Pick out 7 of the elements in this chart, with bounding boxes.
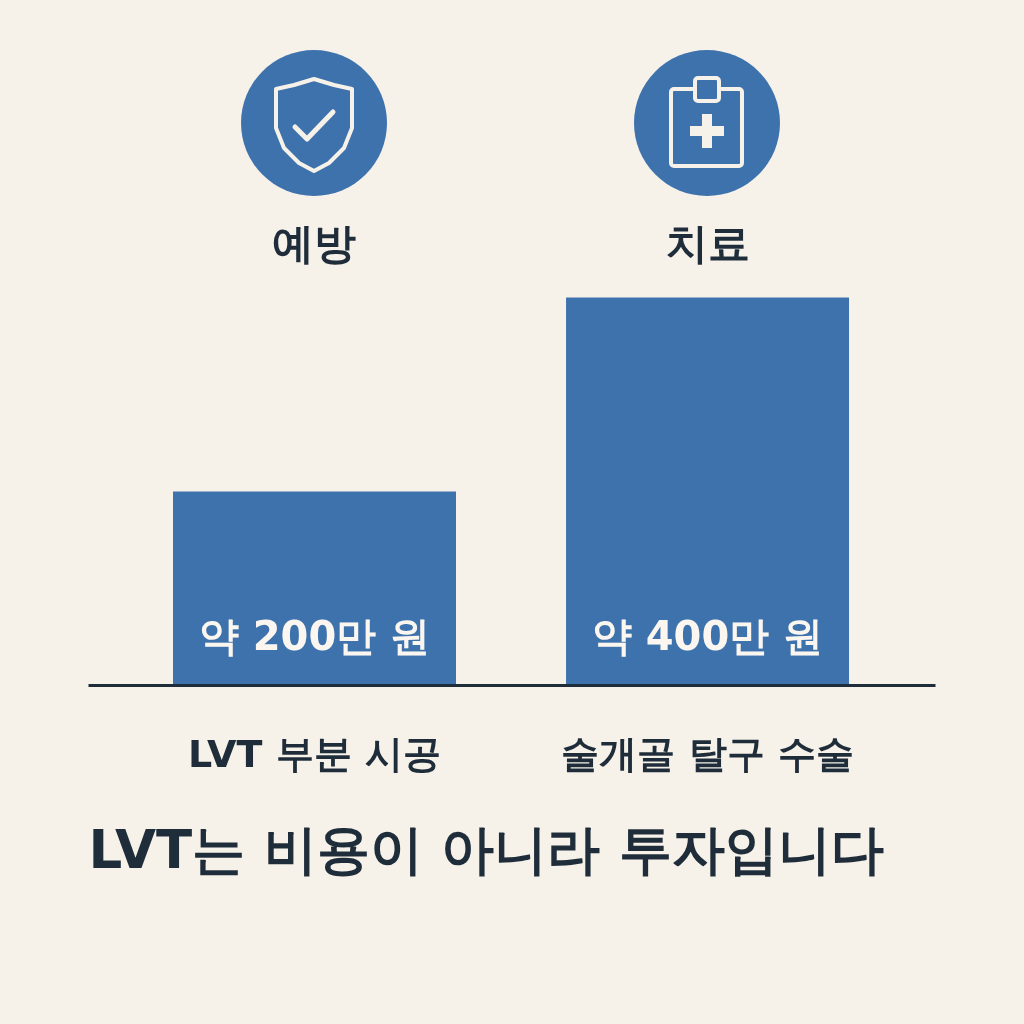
data-label: 약 200만 원 xyxy=(198,612,431,659)
x-tick-label: LVT 부분 시공 xyxy=(188,731,441,776)
text: 예방 xyxy=(272,219,357,268)
text: LVT는 비용이 아니라 투자입니다 xyxy=(88,818,884,880)
text: 치료 xyxy=(665,219,750,268)
x-tick-label: 술개골 탈구 수술 xyxy=(561,731,854,776)
data-label: 약 400만 원 xyxy=(591,612,824,659)
